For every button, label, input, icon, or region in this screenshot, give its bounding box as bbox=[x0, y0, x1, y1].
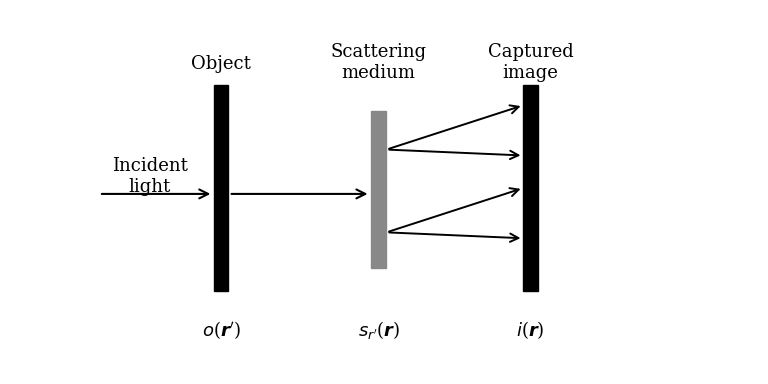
Bar bbox=[523, 84, 538, 291]
Text: Object: Object bbox=[191, 55, 251, 73]
Text: Captured
image: Captured image bbox=[488, 43, 574, 81]
Text: $s_{r'}$($\mathbfit{r}$): $s_{r'}$($\mathbfit{r}$) bbox=[358, 319, 399, 341]
Bar bbox=[214, 84, 228, 291]
Text: Incident
light: Incident light bbox=[111, 157, 187, 195]
Text: $i$($\mathbfit{r}$): $i$($\mathbfit{r}$) bbox=[516, 319, 545, 341]
Bar bbox=[371, 111, 386, 268]
Text: Scattering
medium: Scattering medium bbox=[331, 43, 427, 81]
Text: $o$($\mathbfit{r}'$): $o$($\mathbfit{r}'$) bbox=[202, 319, 240, 341]
